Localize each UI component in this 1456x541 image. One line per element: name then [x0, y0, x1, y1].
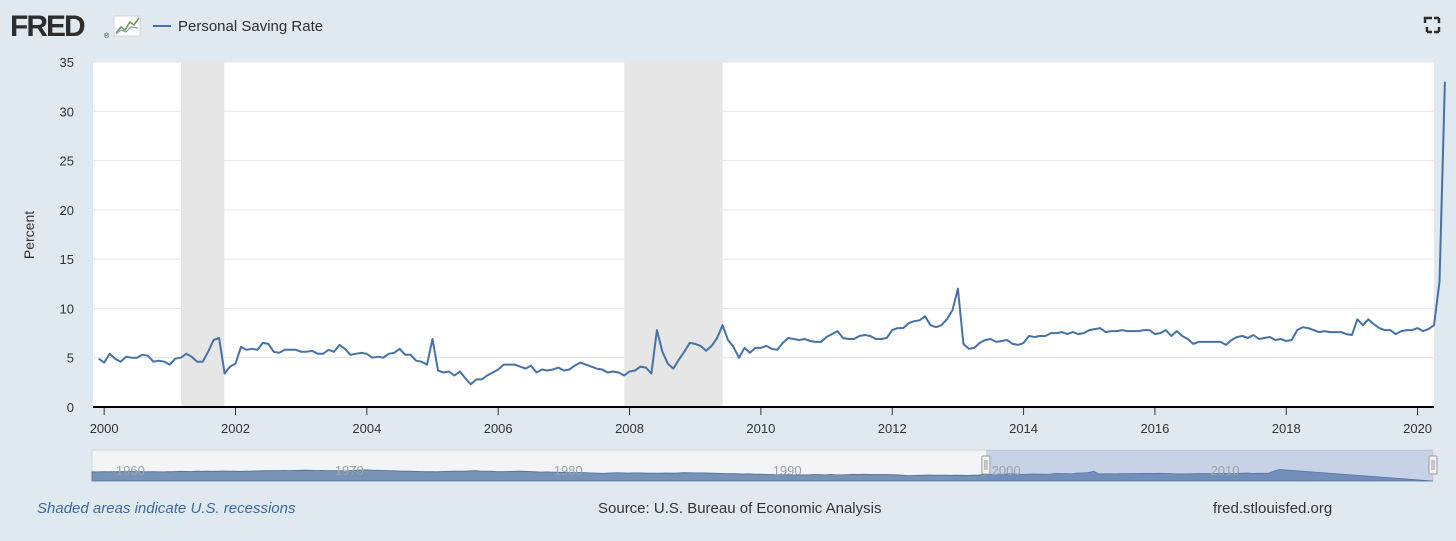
navigator-label: 2010: [1211, 463, 1240, 478]
navigator-label: 2000: [992, 463, 1021, 478]
y-axis-ticks: 0 5 10 15 20 25 30 35: [60, 55, 74, 415]
navigator-handle-left[interactable]: [981, 455, 991, 475]
x-tick-label: 2016: [1140, 421, 1169, 436]
source-note: Source: U.S. Bureau of Economic Analysis: [598, 500, 882, 517]
y-axis-title: Percent: [21, 211, 37, 259]
grid-lines: [93, 61, 1434, 359]
legend[interactable]: Personal Saving Rate: [153, 18, 323, 35]
navigator-label: 1980: [554, 463, 583, 478]
y-tick-label: 0: [67, 400, 74, 415]
legend-label: Personal Saving Rate: [178, 18, 323, 35]
y-tick-label: 35: [60, 55, 74, 70]
range-navigator[interactable]: 1960 1970 1980 1990 2000 2010: [91, 449, 1438, 482]
fred-logo[interactable]: FRED ®: [10, 10, 141, 43]
recession-band: [624, 62, 723, 407]
chart-line-icon: [113, 15, 141, 37]
y-tick-label: 25: [60, 154, 74, 169]
navigator-label: 1960: [116, 463, 145, 478]
x-tick-label: 2008: [615, 421, 644, 436]
x-tick-label: 2000: [90, 421, 119, 436]
registered-mark: ®: [104, 32, 110, 40]
x-tick-label: 2004: [352, 421, 381, 436]
fred-logo-text: FRED: [10, 10, 85, 43]
recession-note[interactable]: Shaded areas indicate U.S. recessions: [37, 500, 296, 517]
navigator-handle-right[interactable]: [1428, 455, 1438, 475]
series-line-personal-saving-rate[interactable]: [98, 81, 1446, 386]
y-tick-label: 20: [60, 203, 74, 218]
y-tick-label: 30: [60, 104, 74, 119]
navigator-label: 1990: [773, 463, 802, 478]
x-tick-label: 2002: [221, 421, 250, 436]
x-tick-label: 2014: [1009, 421, 1038, 436]
y-tick-label: 15: [60, 252, 74, 267]
y-tick-label: 10: [60, 301, 74, 316]
x-tick-label: 2006: [484, 421, 513, 436]
x-tick-label: 2012: [878, 421, 907, 436]
fullscreen-icon[interactable]: [1423, 16, 1441, 34]
x-tick-label: 2018: [1272, 421, 1301, 436]
recession-band: [180, 62, 225, 407]
x-tick-label: 2010: [746, 421, 775, 436]
navigator-label: 1970: [335, 463, 364, 478]
site-url[interactable]: fred.stlouisfed.org: [1213, 500, 1333, 517]
x-tick-label: 2020: [1403, 421, 1432, 436]
x-axis-ticks: 2000 2002 2004 2006 2008 2010 2012 2014 2016 2018…: [90, 407, 1432, 436]
plot-area: [93, 62, 1434, 407]
navigator-series-area: [91, 469, 1434, 482]
navigator-selection[interactable]: [985, 450, 1433, 481]
y-tick-label: 5: [67, 351, 74, 366]
